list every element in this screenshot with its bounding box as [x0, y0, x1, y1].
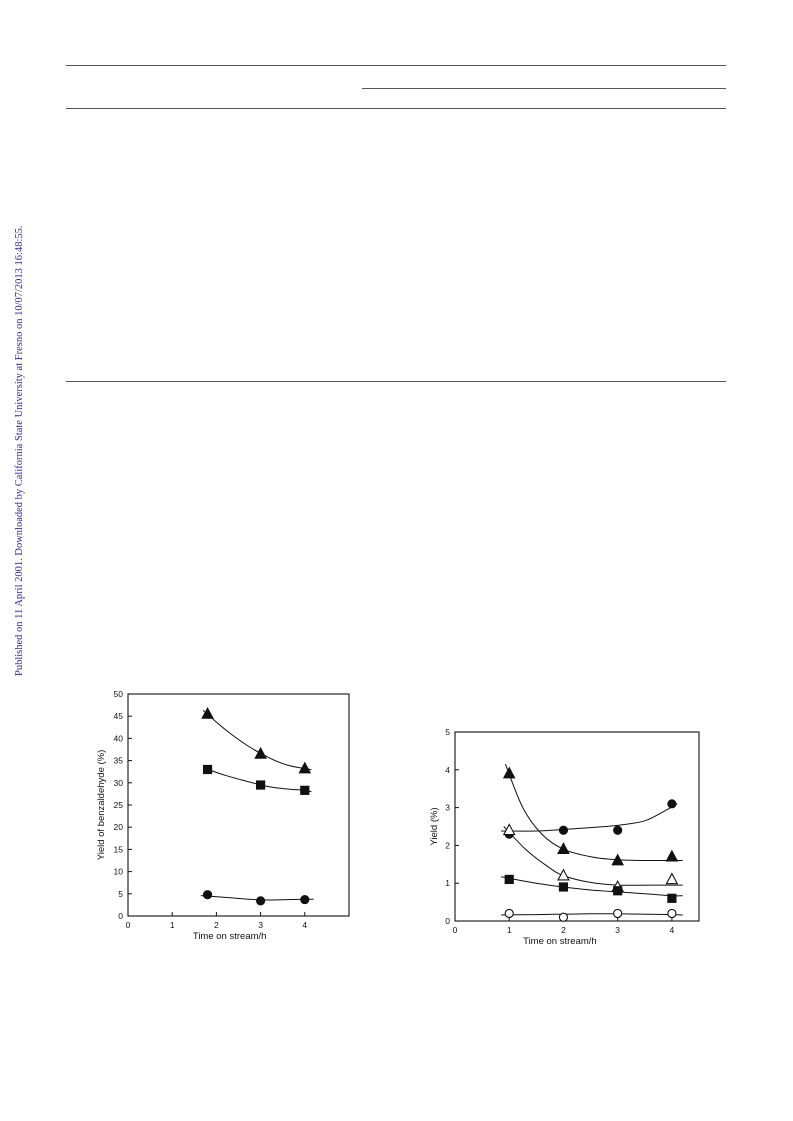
data-point-circle [613, 908, 623, 919]
data-point-circle [504, 908, 514, 919]
x-axis-label: Time on stream/h [523, 936, 597, 947]
data-point-triangle [611, 853, 624, 866]
data-point-triangle [201, 706, 214, 719]
x-tick-label: 2 [561, 925, 566, 935]
data-point-square [667, 893, 677, 903]
series-curve [202, 710, 312, 770]
data-point-square [300, 785, 310, 795]
y-tick-label: 5 [445, 727, 450, 737]
data-point-square [613, 886, 623, 896]
data-point-circle [613, 825, 623, 835]
data-point-square [202, 764, 213, 775]
y-tick-label: 3 [445, 803, 450, 813]
x-tick-label: 0 [126, 920, 131, 930]
y-tick-label: 50 [114, 689, 124, 699]
y-tick-label: 0 [445, 916, 450, 926]
data-point-triangle [557, 842, 570, 854]
x-tick-label: 2 [214, 920, 219, 930]
x-tick-label: 4 [670, 925, 675, 935]
data-point-circle [300, 894, 310, 905]
data-point-circle [256, 896, 266, 906]
data-point-triangle [665, 872, 679, 885]
plot-frame [454, 731, 700, 922]
y-tick-label: 30 [114, 778, 124, 788]
data-point-triangle [298, 761, 312, 774]
x-tick-label: 3 [615, 925, 620, 935]
y-tick-label: 0 [118, 911, 123, 921]
y-tick-label: 35 [114, 756, 124, 766]
x-tick-label: 1 [170, 920, 175, 930]
data-point-circle [202, 890, 213, 900]
data-point-circle [558, 825, 569, 835]
y-axis-label: Yield (%) [429, 807, 440, 845]
y-axis-label: Yield of benzaldehyde (%) [96, 750, 107, 861]
x-tick-label: 0 [453, 925, 458, 935]
data-point-triangle [557, 868, 570, 881]
data-point-triangle [502, 823, 516, 836]
download-watermark: Published on 11 April 2001. Downloaded b… [14, 225, 25, 677]
y-tick-label: 40 [114, 733, 124, 743]
x-tick-label: 4 [302, 920, 307, 930]
table-header-rule [66, 108, 726, 109]
series-curve [501, 913, 683, 916]
series-curve [501, 803, 678, 832]
data-point-triangle [254, 746, 267, 759]
x-tick-label: 1 [507, 925, 512, 935]
table-top-rule [66, 65, 726, 66]
data-point-circle [667, 908, 677, 919]
table-bottom-rule [66, 381, 726, 382]
data-point-triangle [665, 849, 679, 862]
y-tick-label: 1 [445, 878, 450, 888]
data-point-circle [667, 799, 677, 809]
data-point-square [558, 882, 569, 892]
y-tick-label: 2 [445, 840, 450, 850]
data-point-square [256, 780, 266, 790]
series-curve [501, 876, 683, 897]
series-curve [504, 763, 683, 862]
y-tick-label: 5 [118, 889, 123, 899]
product-yield-chart: 0 1 2 3 4 0 1 2 3 4 5 Time on stream/h Yield (%) [429, 727, 700, 947]
y-tick-label: 15 [114, 844, 124, 854]
table-header-subrule [362, 88, 726, 89]
plot-frame [127, 693, 350, 917]
y-tick-label: 10 [114, 867, 124, 877]
y-tick-label: 20 [114, 822, 124, 832]
data-point-square [504, 874, 514, 885]
y-tick-label: 25 [114, 800, 124, 810]
data-point-circle [558, 912, 569, 922]
y-tick-label: 45 [114, 711, 124, 721]
data-point-triangle [502, 766, 516, 779]
y-tick-label: 4 [445, 765, 450, 775]
series-curve [503, 826, 683, 886]
x-axis-label: Time on stream/h [193, 931, 267, 942]
x-tick-label: 3 [258, 920, 263, 930]
